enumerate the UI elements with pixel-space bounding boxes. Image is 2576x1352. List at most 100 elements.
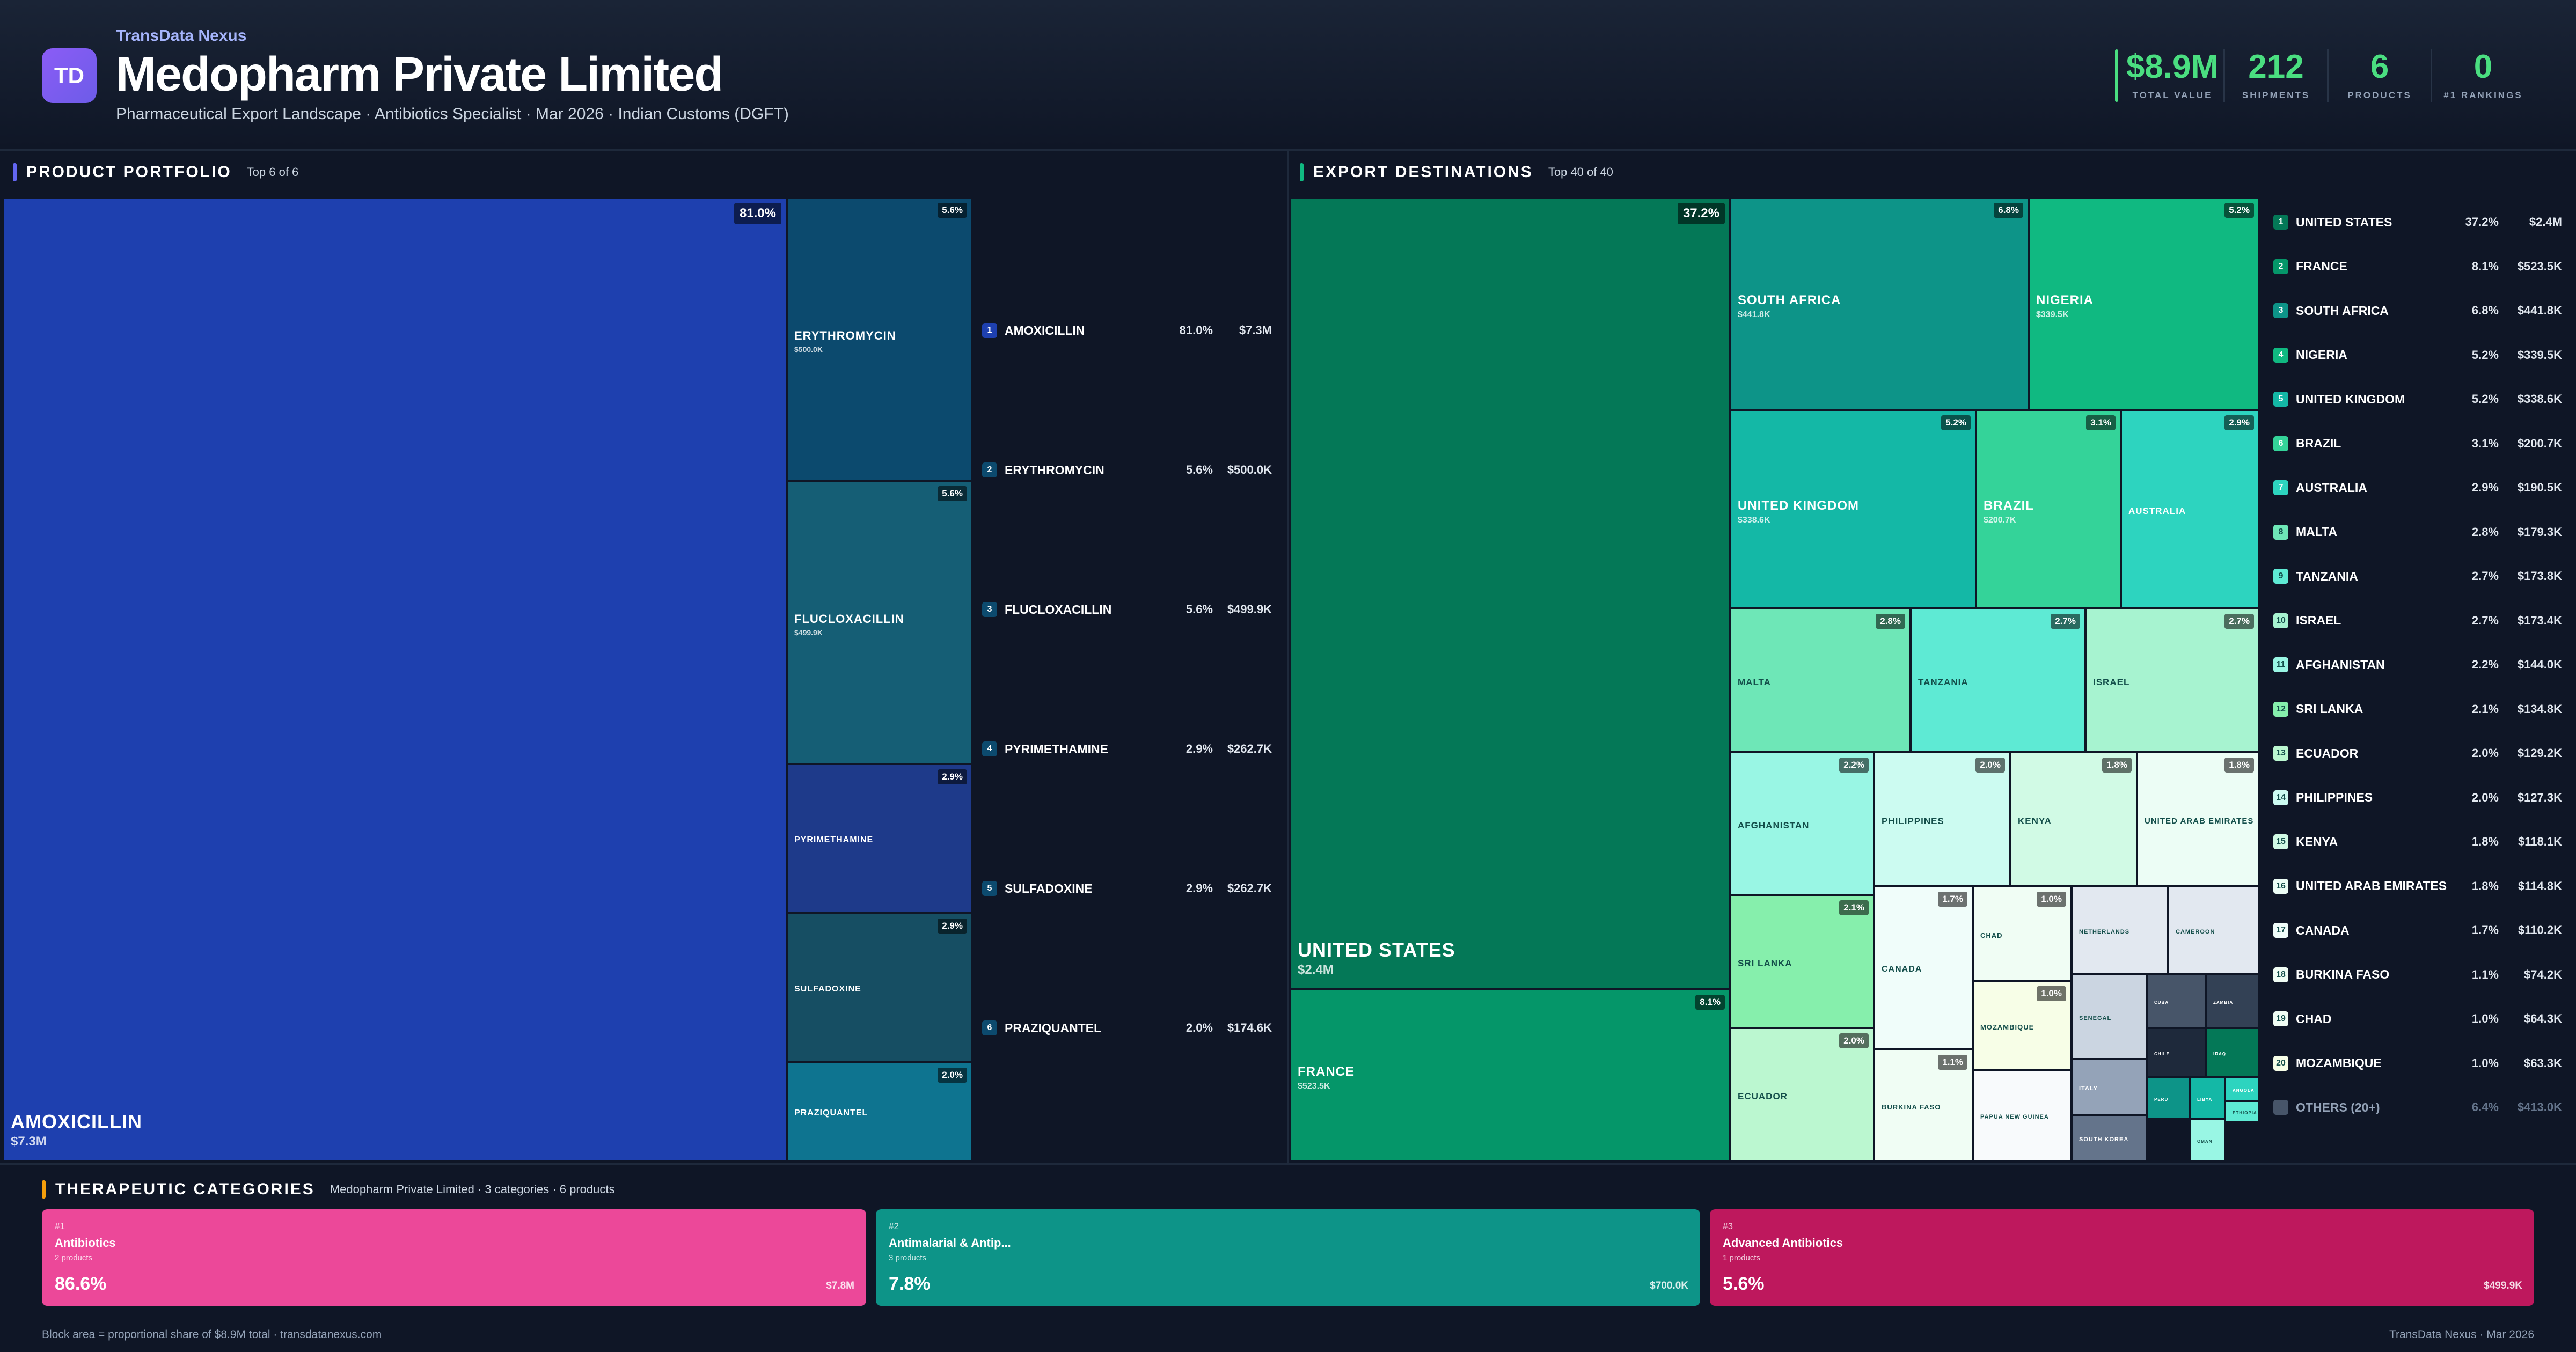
- treemap-tile[interactable]: SENEGAL: [2072, 974, 2147, 1059]
- treemap-tile[interactable]: 1.7% CANADA: [1874, 886, 1973, 1049]
- tile-label: MALTA: [1738, 677, 1771, 687]
- treemap-tile[interactable]: ANGOLA: [2225, 1077, 2259, 1101]
- destination-ranking-row[interactable]: 11 AFGHANISTAN 2.2% $144.0K: [2273, 657, 2563, 672]
- treemap-tile[interactable]: 3.1% BRAZIL $200.7K: [1976, 410, 2121, 608]
- rank-badge: 14: [2273, 790, 2288, 805]
- treemap-tile[interactable]: CAMEROON: [2168, 886, 2259, 974]
- treemap-tile[interactable]: 5.2% UNITED KINGDOM $338.6K: [1730, 410, 1976, 608]
- destination-value: $74.2K: [2524, 967, 2562, 981]
- destination-ranking-row[interactable]: 18 BURKINA FASO 1.1% $74.2K: [2273, 967, 2563, 982]
- destination-ranking-row[interactable]: 6 BRAZIL 3.1% $200.7K: [2273, 436, 2563, 451]
- category-count: 2 products: [55, 1253, 93, 1262]
- treemap-tile[interactable]: 2.2% AFGHANISTAN: [1730, 752, 1874, 895]
- treemap-tile[interactable]: 81.0% AMOXICILLIN $7.3M: [3, 197, 787, 1161]
- destination-name: SOUTH AFRICA: [2296, 303, 2389, 318]
- destination-ranking-row[interactable]: 16 UNITED ARAB EMIRATES 1.8% $114.8K: [2273, 878, 2563, 894]
- category-card[interactable]: #3 Advanced Antibiotics 1 products 5.6% $499…: [1710, 1209, 2534, 1306]
- treemap-tile[interactable]: 37.2% UNITED STATES $2.4M: [1290, 197, 1730, 989]
- destination-ranking-row[interactable]: 17 CANADA 1.7% $110.2K: [2273, 923, 2563, 938]
- destination-others-row[interactable]: OTHERS (20+) 6.4% $413.0K: [2273, 1100, 2563, 1115]
- destination-ranking-row[interactable]: 3 SOUTH AFRICA 6.8% $441.8K: [2273, 303, 2563, 318]
- treemap-tile[interactable]: 2.1% SRI LANKA: [1730, 895, 1874, 1028]
- treemap-tile[interactable]: 2.8% MALTA: [1730, 608, 1911, 752]
- treemap-tile[interactable]: NETHERLANDS: [2072, 886, 2168, 974]
- destination-ranking-row[interactable]: 13 ECUADOR 2.0% $129.2K: [2273, 746, 2563, 761]
- treemap-tile[interactable]: SOUTH KOREA: [2072, 1115, 2147, 1161]
- treemap-tile[interactable]: 2.0% PRAZIQUANTEL: [787, 1062, 972, 1161]
- destination-name: OTHERS (20+): [2296, 1100, 2380, 1114]
- treemap-tile[interactable]: 2.7% ISRAEL: [2085, 608, 2259, 752]
- treemap-tile[interactable]: PAPUA NEW GUINEA: [1973, 1070, 2072, 1161]
- treemap-tile[interactable]: 2.9% SULFADOXINE: [787, 913, 972, 1062]
- treemap-tile[interactable]: 1.8% UNITED ARAB EMIRATES: [2137, 752, 2259, 886]
- product-ranking-row[interactable]: 3 FLUCLOXACILLIN 5.6% $499.9K: [982, 602, 1274, 617]
- treemap-tile[interactable]: IRAQ: [2206, 1028, 2259, 1077]
- tile-value: $500.0K: [794, 345, 823, 354]
- treemap-tile[interactable]: CHILE: [2147, 1028, 2206, 1077]
- destination-name: TANZANIA: [2296, 569, 2358, 583]
- treemap-tile[interactable]: CUBA: [2147, 974, 2206, 1028]
- destination-ranking-list: 1 UNITED STATES 37.2% $2.4M 2 FRANCE 8.1% $523.…: [2273, 215, 2563, 1159]
- treemap-tile[interactable]: 5.6% ERYTHROMYCIN $500.0K: [787, 197, 972, 481]
- product-ranking-row[interactable]: 1 AMOXICILLIN 81.0% $7.3M: [982, 323, 1274, 338]
- destination-name: MOZAMBIQUE: [2296, 1056, 2382, 1070]
- category-name: Advanced Antibiotics: [1723, 1236, 1843, 1250]
- destination-ranking-row[interactable]: 19 CHAD 1.0% $64.3K: [2273, 1011, 2563, 1026]
- product-ranking-list: 1 AMOXICILLIN 81.0% $7.3M 2 ERYTHROMYCIN 5.6% $…: [982, 197, 1274, 1161]
- treemap-tile[interactable]: ETHIOPIA: [2225, 1101, 2259, 1122]
- treemap-tile[interactable]: 2.7% TANZANIA: [1911, 608, 2085, 752]
- treemap-tile[interactable]: 2.9% PYRIMETHAMINE: [787, 764, 972, 913]
- destination-ranking-row[interactable]: 20 MOZAMBIQUE 1.0% $63.3K: [2273, 1055, 2563, 1071]
- product-ranking-row[interactable]: 5 SULFADOXINE 2.9% $262.7K: [982, 881, 1274, 896]
- category-card[interactable]: #1 Antibiotics 2 products 86.6% $7.8M: [42, 1209, 866, 1306]
- treemap-tile[interactable]: OMAN: [2190, 1119, 2225, 1161]
- product-value: $262.7K: [1227, 881, 1272, 895]
- destination-name: AFGHANISTAN: [2296, 657, 2385, 672]
- treemap-tile[interactable]: ITALY: [2072, 1059, 2147, 1115]
- treemap-tile[interactable]: 5.6% FLUCLOXACILLIN $499.9K: [787, 481, 972, 764]
- treemap-tile[interactable]: 6.8% SOUTH AFRICA $441.8K: [1730, 197, 2029, 410]
- treemap-tile[interactable]: 2.0% ECUADOR: [1730, 1028, 1874, 1161]
- destination-ranking-row[interactable]: 12 SRI LANKA 2.1% $134.8K: [2273, 701, 2563, 717]
- treemap-tile[interactable]: 5.2% NIGERIA $339.5K: [2029, 197, 2259, 410]
- treemap-tile[interactable]: 1.0% MOZAMBIQUE: [1973, 981, 2072, 1070]
- destination-ranking-row[interactable]: 8 MALTA 2.8% $179.3K: [2273, 524, 2563, 540]
- destination-ranking-row[interactable]: 9 TANZANIA 2.7% $173.8K: [2273, 569, 2563, 584]
- destination-ranking-row[interactable]: 15 KENYA 1.8% $118.1K: [2273, 834, 2563, 849]
- destination-ranking-row[interactable]: 7 AUSTRALIA 2.9% $190.5K: [2273, 480, 2563, 495]
- treemap-tile[interactable]: PERU: [2147, 1077, 2190, 1119]
- section-subtitle: Top 40 of 40: [1548, 165, 1613, 179]
- destination-ranking-row[interactable]: 14 PHILIPPINES 2.0% $127.3K: [2273, 790, 2563, 805]
- treemap-tile[interactable]: ZAMBIA: [2206, 974, 2259, 1028]
- product-ranking-row[interactable]: 2 ERYTHROMYCIN 5.6% $500.0K: [982, 462, 1274, 477]
- treemap-tile[interactable]: 1.1% BURKINA FASO: [1874, 1049, 1973, 1161]
- kpi-rankings: 0 #1 RANKINGS: [2432, 49, 2534, 102]
- category-card[interactable]: #2 Antimalarial & Antip... 3 products 7.8% $…: [876, 1209, 1700, 1306]
- rank-badge: 10: [2273, 613, 2288, 628]
- treemap-tile[interactable]: LIBYA: [2190, 1077, 2225, 1119]
- destination-ranking-row[interactable]: 2 FRANCE 8.1% $523.5K: [2273, 259, 2563, 274]
- tile-value: $523.5K: [1298, 1082, 1330, 1091]
- destination-ranking-row[interactable]: 5 UNITED KINGDOM 5.2% $338.6K: [2273, 392, 2563, 407]
- destination-share: 37.2%: [2465, 215, 2499, 229]
- tile-share-badge: 5.2%: [2224, 203, 2254, 218]
- treemap-tile[interactable]: 2.9% AUSTRALIA: [2121, 410, 2259, 608]
- product-portfolio-header: PRODUCT PORTFOLIO Top 6 of 6: [13, 159, 298, 186]
- product-share: 2.0%: [1185, 1021, 1213, 1034]
- treemap-tile[interactable]: 8.1% FRANCE $523.5K: [1290, 989, 1730, 1161]
- product-name: PRAZIQUANTEL: [1005, 1020, 1102, 1035]
- treemap-tile[interactable]: 2.0% PHILIPPINES: [1874, 752, 2010, 886]
- page-title: Medopharm Private Limited: [116, 48, 723, 101]
- product-share: 81.0%: [1179, 324, 1213, 337]
- destination-ranking-row[interactable]: 1 UNITED STATES 37.2% $2.4M: [2273, 215, 2563, 230]
- product-ranking-row[interactable]: 6 PRAZIQUANTEL 2.0% $174.6K: [982, 1020, 1274, 1035]
- tile-share-badge: 2.0%: [938, 1068, 967, 1083]
- destination-ranking-row[interactable]: 4 NIGERIA 5.2% $339.5K: [2273, 347, 2563, 363]
- tile-label: SENEGAL: [2079, 1015, 2112, 1022]
- destination-ranking-row[interactable]: 10 ISRAEL 2.7% $173.4K: [2273, 613, 2563, 628]
- rank-badge: 5: [982, 881, 997, 896]
- product-ranking-row[interactable]: 4 PYRIMETHAMINE 2.9% $262.7K: [982, 741, 1274, 756]
- treemap-tile[interactable]: 1.8% KENYA: [2010, 752, 2137, 886]
- destination-share: 5.2%: [2471, 392, 2499, 406]
- treemap-tile[interactable]: 1.0% CHAD: [1973, 886, 2072, 981]
